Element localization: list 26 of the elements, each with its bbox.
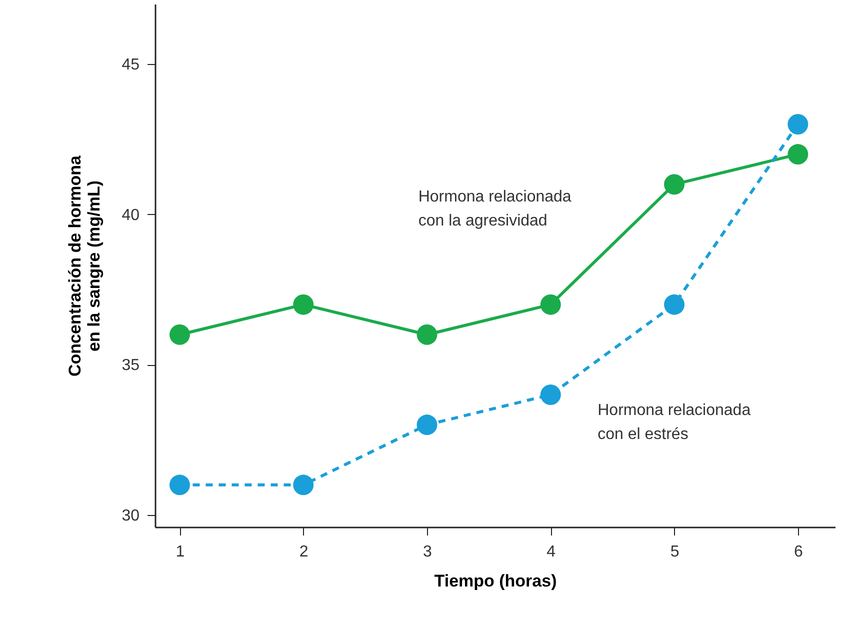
point <box>788 114 808 134</box>
y-tick-label: 30 <box>122 507 140 524</box>
point <box>788 144 808 165</box>
x-tick-label: 5 <box>670 544 680 560</box>
point <box>293 294 314 315</box>
point <box>416 414 438 436</box>
y-tick-label: 45 <box>122 56 140 74</box>
point <box>540 384 561 405</box>
point <box>293 474 314 496</box>
point <box>540 294 561 315</box>
point <box>416 324 438 345</box>
x-tick-label: 4 <box>546 544 556 560</box>
point <box>169 324 190 345</box>
text: Hormona relacionada con el estrés <box>598 402 751 443</box>
point <box>169 474 190 496</box>
point <box>664 174 685 195</box>
x-tick-label: 1 <box>176 544 185 560</box>
x-tick-label: 3 <box>423 544 432 560</box>
y-axis-title: Concentración de hormona en la sangre (mg/mL) <box>66 154 104 377</box>
point <box>664 294 685 315</box>
text: Hormona relacionada con la agresividad <box>418 188 572 230</box>
x-tick-label: 6 <box>794 544 803 560</box>
x-tick-label: 2 <box>299 544 308 560</box>
y-tick-label: 35 <box>122 357 140 374</box>
x-axis-title: Tiempo (horas) <box>434 572 557 590</box>
y-tick-label: 40 <box>122 206 140 224</box>
